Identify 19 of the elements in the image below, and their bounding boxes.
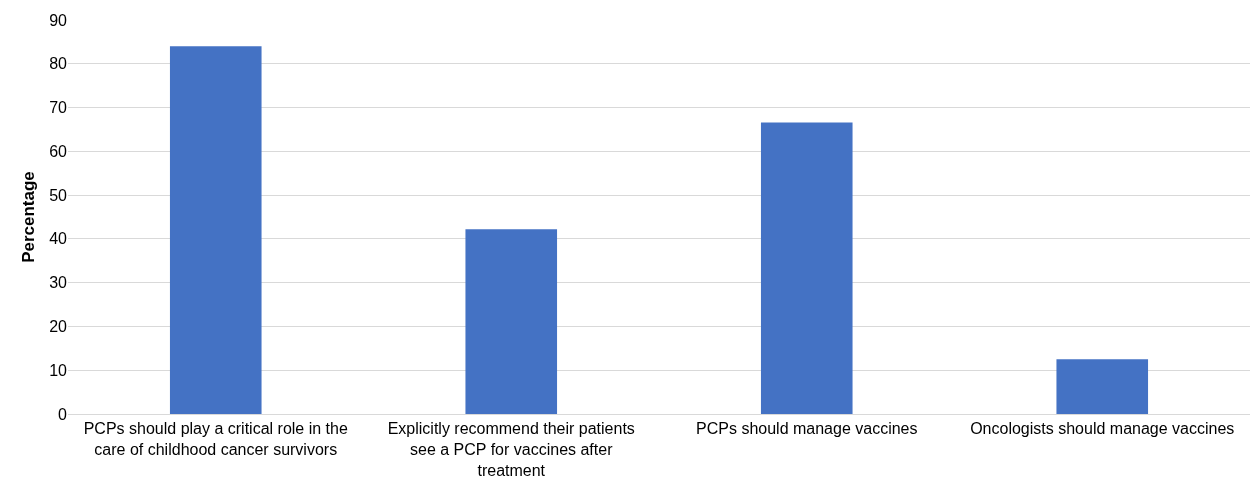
y-tick-label: 10 <box>49 361 68 379</box>
y-tick-label: 20 <box>49 318 68 336</box>
bar <box>169 46 262 414</box>
y-tick-label: 80 <box>49 55 68 73</box>
y-tick-label: 50 <box>49 186 68 204</box>
x-tick-label: Explicitly recommend their patients see a PCP for vaccines after treatment <box>387 420 635 479</box>
bar <box>1056 359 1149 414</box>
bar <box>465 229 558 414</box>
y-axis-title: Percentage <box>18 171 38 263</box>
y-tick-label: 60 <box>49 142 68 160</box>
y-tick-label: 40 <box>49 230 68 248</box>
x-tick-label: PCPs should play a critical role in the care of childhood cancer survivors <box>83 420 348 458</box>
y-tick-label: 30 <box>49 274 68 292</box>
x-tick-label: Oncologists should manage vaccines <box>970 420 1235 438</box>
y-tick-label: 0 <box>58 405 68 423</box>
bar <box>760 122 853 414</box>
y-tick-label: 70 <box>49 99 68 117</box>
x-tick-label: PCPs should manage vaccines <box>696 420 918 438</box>
y-tick-label: 90 <box>49 11 68 29</box>
